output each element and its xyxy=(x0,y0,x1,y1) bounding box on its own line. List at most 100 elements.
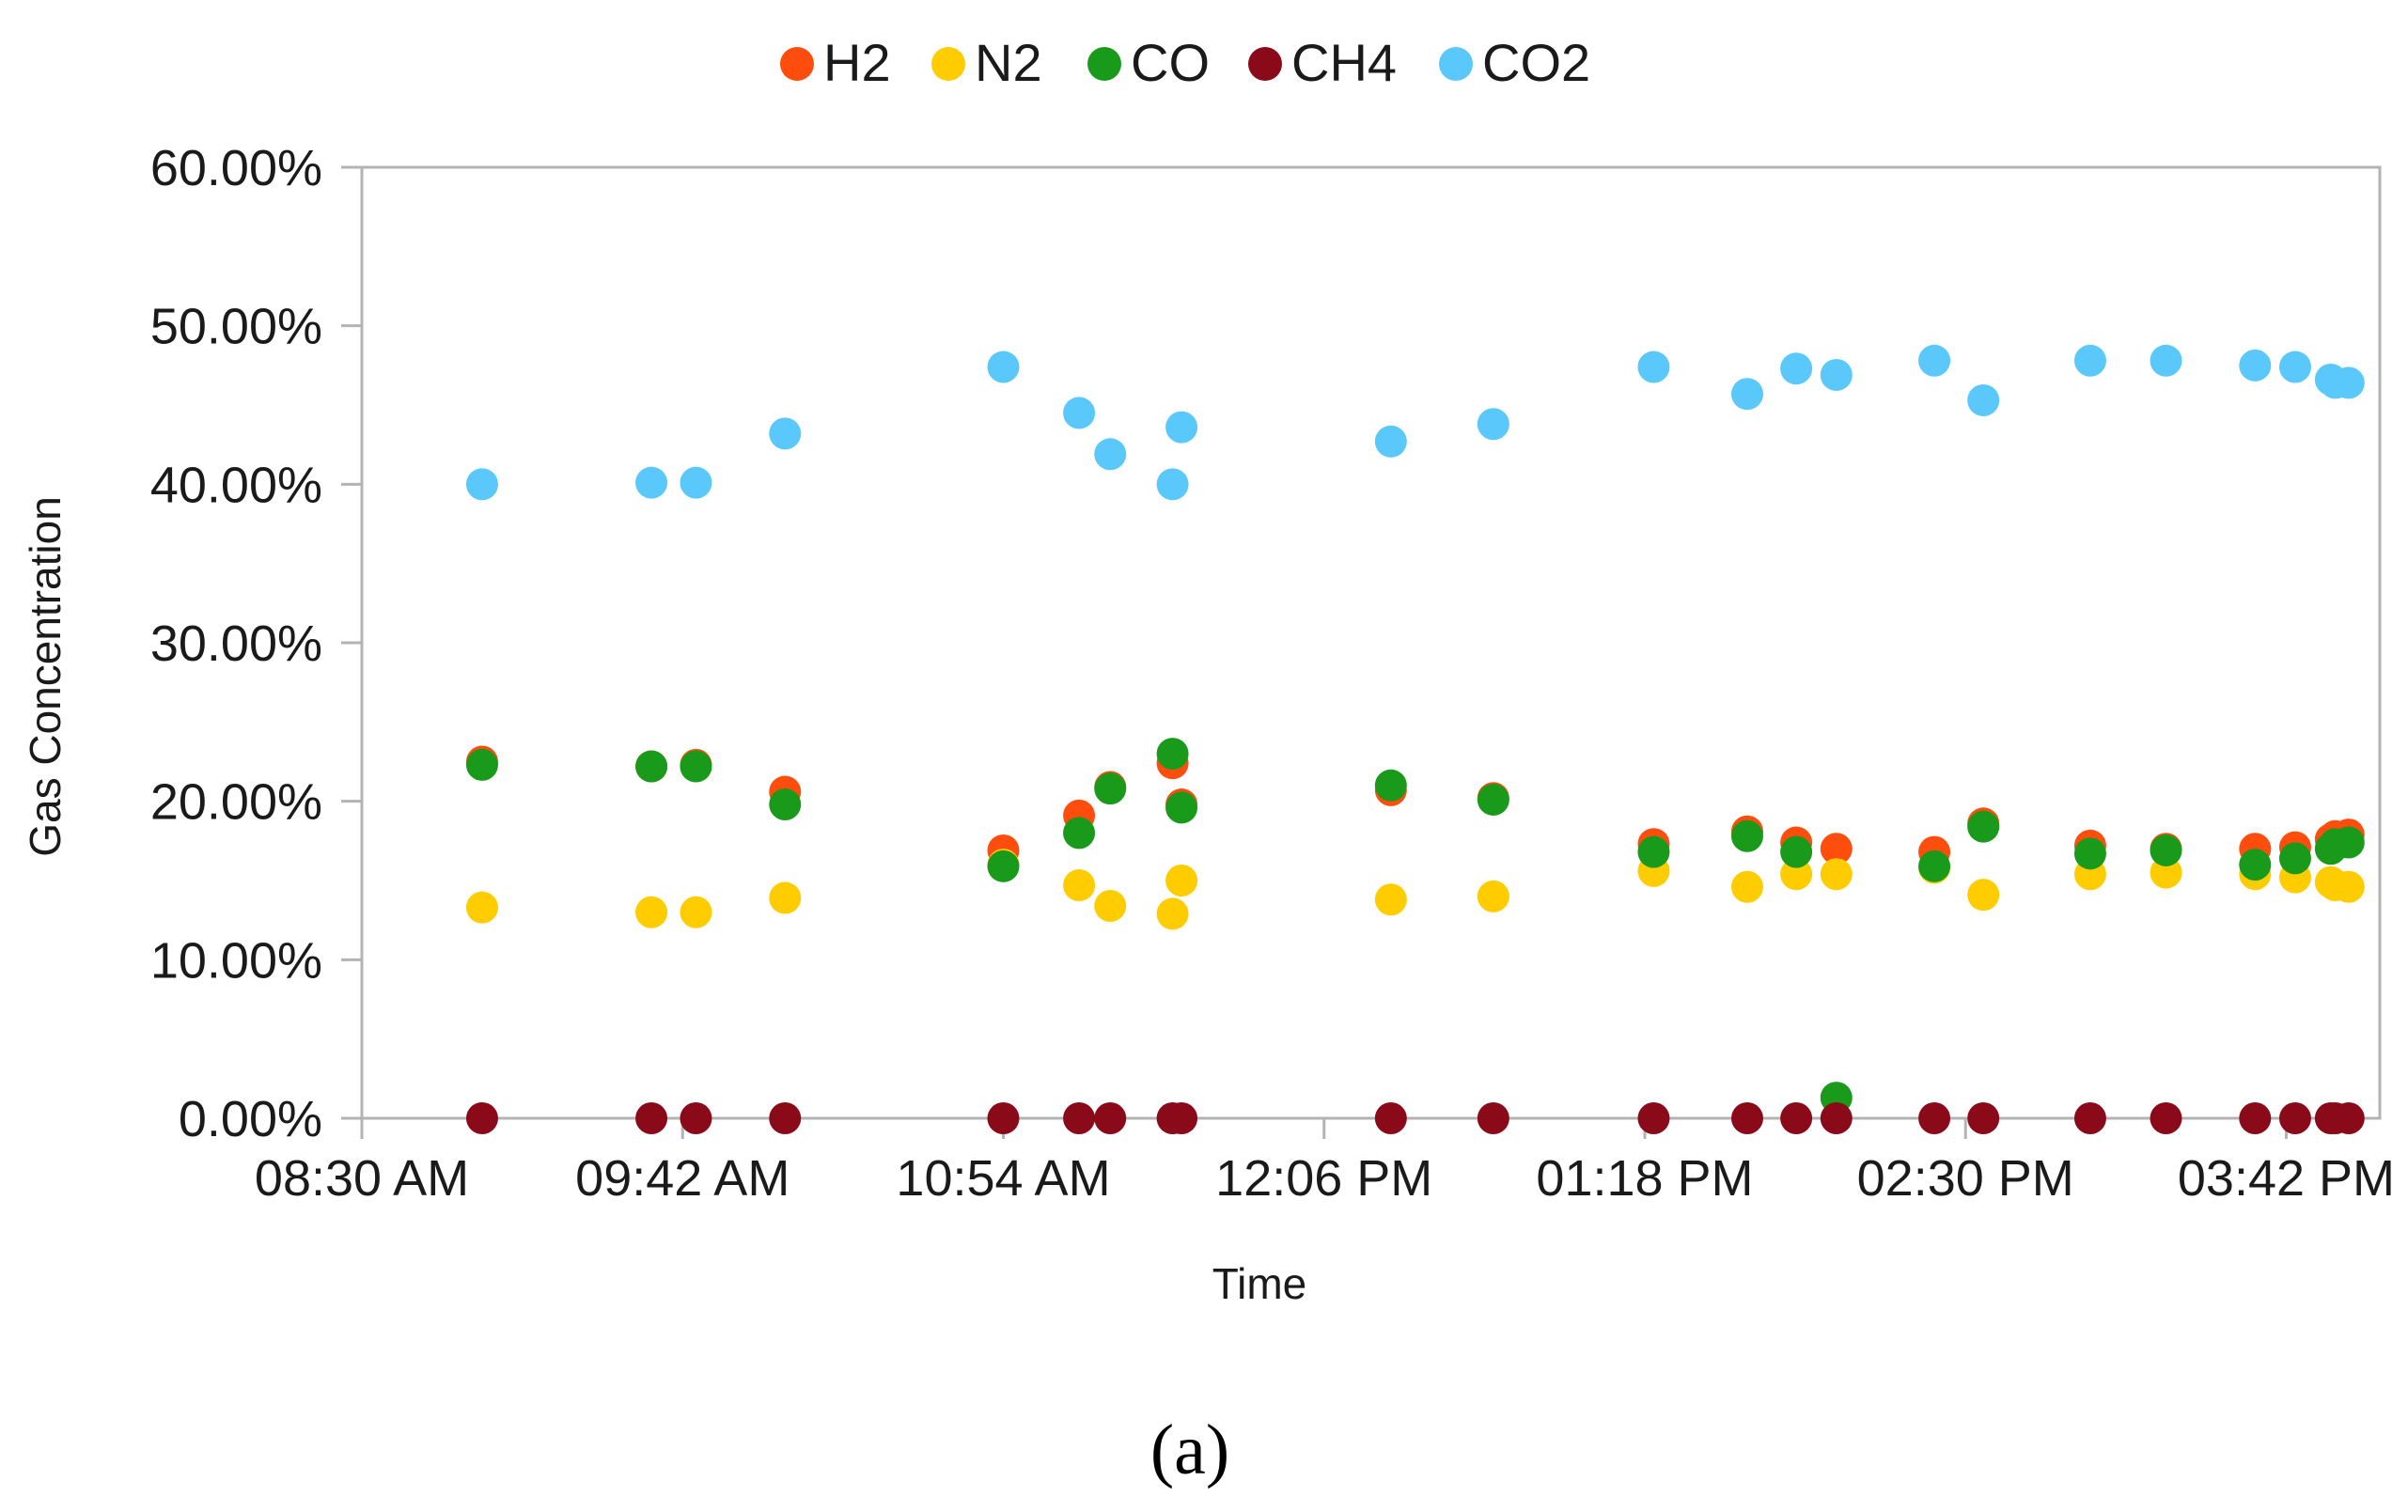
y-tick-label: 20.00% xyxy=(150,774,322,831)
co2-point xyxy=(2332,366,2365,399)
n2-point xyxy=(1165,865,1198,896)
co-point xyxy=(1063,817,1096,850)
ch4-point xyxy=(1918,1102,1951,1134)
x-tick-label: 08:30 AM xyxy=(255,1150,469,1207)
ch4-point xyxy=(1967,1102,2000,1134)
legend-label-h2: H2 xyxy=(823,33,891,92)
co-point xyxy=(680,750,712,783)
co-point xyxy=(2239,849,2272,881)
n2-point xyxy=(1477,880,1509,912)
co-point xyxy=(1374,769,1407,802)
figure-caption: (a) xyxy=(1150,1411,1229,1489)
y-tick-label: 30.00% xyxy=(150,616,322,672)
co-point xyxy=(1156,738,1189,771)
co-point xyxy=(1477,783,1509,816)
co2-point xyxy=(1374,425,1407,458)
co2-point xyxy=(465,468,498,501)
co2-point xyxy=(680,466,712,499)
y-tick-label: 60.00% xyxy=(150,140,322,196)
ch4-point xyxy=(1165,1102,1198,1134)
co-point xyxy=(2150,834,2182,866)
x-axis-title: Time xyxy=(1212,1259,1307,1308)
ch4-point xyxy=(1477,1102,1509,1134)
series-n2 xyxy=(465,849,2365,930)
x-tick-label: 09:42 AM xyxy=(575,1150,790,1207)
ch4-point xyxy=(2239,1102,2272,1134)
co2-point xyxy=(1477,408,1509,441)
legend-label-co2: CO2 xyxy=(1482,33,1590,92)
ch4-point xyxy=(465,1102,498,1134)
ch4-point xyxy=(2278,1102,2311,1134)
h2-point xyxy=(1820,833,1853,865)
axis-labels: 0.00% 10.00% 20.00% 30.00% 40.00% 50.00% 60.00… xyxy=(150,140,2395,1207)
series-ch4 xyxy=(465,1102,2365,1134)
co-point xyxy=(635,750,668,783)
co-point xyxy=(2278,842,2311,875)
ch4-point xyxy=(1063,1102,1096,1134)
co-point xyxy=(1637,835,1670,868)
ch4-point xyxy=(1730,1102,1763,1134)
y-axis-title: Gas Concentration xyxy=(21,496,70,857)
co-point xyxy=(769,788,802,821)
co2-point xyxy=(1820,358,1853,391)
co-point xyxy=(2332,826,2365,859)
co2-point xyxy=(1156,468,1189,501)
n2-point xyxy=(1820,858,1853,891)
co-point xyxy=(1780,835,1813,868)
co-point xyxy=(1918,850,1951,882)
co2-point xyxy=(769,417,802,450)
n2-point xyxy=(1780,858,1813,891)
co2-point xyxy=(2150,344,2182,377)
legend-label-co: CO xyxy=(1131,33,1210,92)
ch4-point xyxy=(635,1102,668,1134)
data-points xyxy=(465,344,2365,1134)
ch4-point xyxy=(1374,1102,1407,1134)
ch4-point xyxy=(2332,1102,2365,1134)
co2-point xyxy=(2073,344,2106,377)
x-tick-label: 10:54 AM xyxy=(896,1150,1110,1207)
n2-point xyxy=(2332,870,2365,903)
ch4-point xyxy=(680,1102,712,1134)
ch4-point xyxy=(2073,1102,2106,1134)
legend-label-n2: N2 xyxy=(975,33,1042,92)
ch4-point xyxy=(1820,1102,1853,1134)
x-tick-label: 12:06 PM xyxy=(1215,1150,1432,1207)
co-point xyxy=(1730,819,1763,852)
legend-item-n2: N2 xyxy=(931,33,1042,92)
co2-point xyxy=(1165,411,1198,444)
co2-point xyxy=(1637,351,1670,383)
co-point xyxy=(987,850,1020,882)
n2-point xyxy=(769,881,802,914)
legend-marker-n2 xyxy=(931,47,965,81)
co-point xyxy=(1967,810,2000,843)
n2-point xyxy=(1094,889,1127,922)
legend-item-ch4: CH4 xyxy=(1248,33,1397,92)
co2-point xyxy=(987,351,1020,383)
legend-marker-co xyxy=(1087,47,1121,81)
co2-point xyxy=(1094,438,1127,471)
ch4-point xyxy=(769,1102,802,1134)
y-tick-label: 0.00% xyxy=(179,1091,322,1147)
series-co2 xyxy=(465,344,2365,501)
legend-item-h2: H2 xyxy=(780,33,891,92)
co-point xyxy=(465,748,498,781)
co2-point xyxy=(2239,349,2272,382)
legend-marker-ch4 xyxy=(1248,47,1282,81)
co2-point xyxy=(1967,383,2000,416)
co2-point xyxy=(635,466,668,499)
n2-point xyxy=(1374,883,1407,916)
legend: H2 N2 CO CH4 CO2 xyxy=(780,33,1590,92)
legend-item-co2: CO2 xyxy=(1439,33,1590,92)
n2-point xyxy=(635,896,668,928)
y-tick-label: 40.00% xyxy=(150,457,322,513)
y-tick-label: 50.00% xyxy=(150,299,322,355)
ch4-point xyxy=(1094,1102,1127,1134)
x-tick-label: 03:42 PM xyxy=(2178,1150,2395,1207)
legend-item-co: CO xyxy=(1087,33,1210,92)
n2-point xyxy=(2150,856,2182,889)
ch4-point xyxy=(2150,1102,2182,1134)
co2-point xyxy=(1730,378,1763,411)
n2-point xyxy=(680,896,712,928)
